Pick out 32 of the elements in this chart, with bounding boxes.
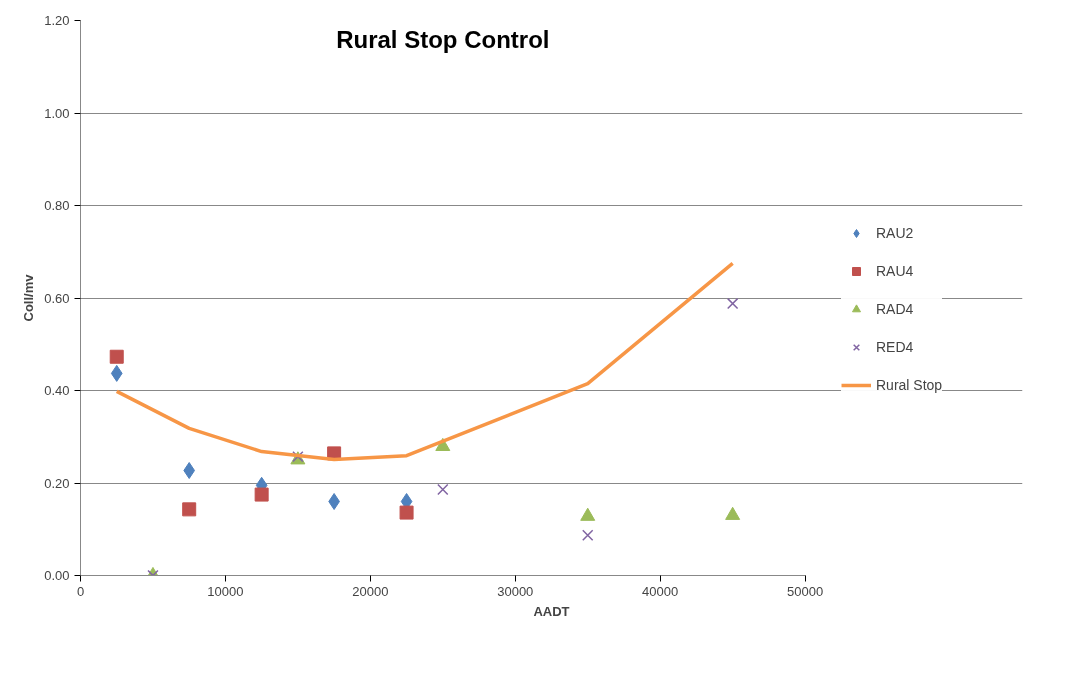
- x-tick-label: 30000: [497, 583, 534, 599]
- x-tick-label: 40000: [642, 583, 679, 599]
- line-series: [114, 261, 735, 462]
- point: [328, 493, 340, 510]
- x-tick-label: 10000: [207, 583, 244, 599]
- y-tick-label: 1.20: [44, 13, 70, 28]
- point: [582, 529, 594, 541]
- point: [399, 505, 414, 520]
- point: [110, 364, 123, 382]
- point: [109, 349, 124, 364]
- x-tick-label: 20000: [352, 583, 389, 599]
- point: [183, 462, 196, 480]
- y-tick-label: 0.40: [44, 383, 70, 398]
- legend-label: Rural Stop: [876, 377, 943, 393]
- legend-label: RAU2: [876, 225, 914, 241]
- legend-label: RED4: [876, 339, 914, 355]
- point: [437, 483, 449, 496]
- x-tick-label: 50000: [787, 583, 824, 599]
- y-tick-label: 0.80: [44, 198, 70, 213]
- x-axis-title: AADT: [533, 603, 570, 619]
- legend-label: RAD4: [876, 301, 914, 317]
- y-tick-label: 0.60: [44, 290, 70, 306]
- point: [726, 297, 739, 310]
- y-axis-title: Coll/mv: [21, 273, 37, 322]
- y-tick-label: 0.20: [44, 475, 70, 491]
- y-tick-label: 1.00: [44, 105, 70, 121]
- chart-title: Rural Stop Control: [336, 25, 550, 53]
- point: [254, 487, 269, 502]
- x-tick-label: 0: [76, 583, 85, 599]
- point: [182, 502, 197, 517]
- y-tick-label: 0.00: [44, 568, 70, 583]
- legend-label: RAU4: [876, 263, 914, 279]
